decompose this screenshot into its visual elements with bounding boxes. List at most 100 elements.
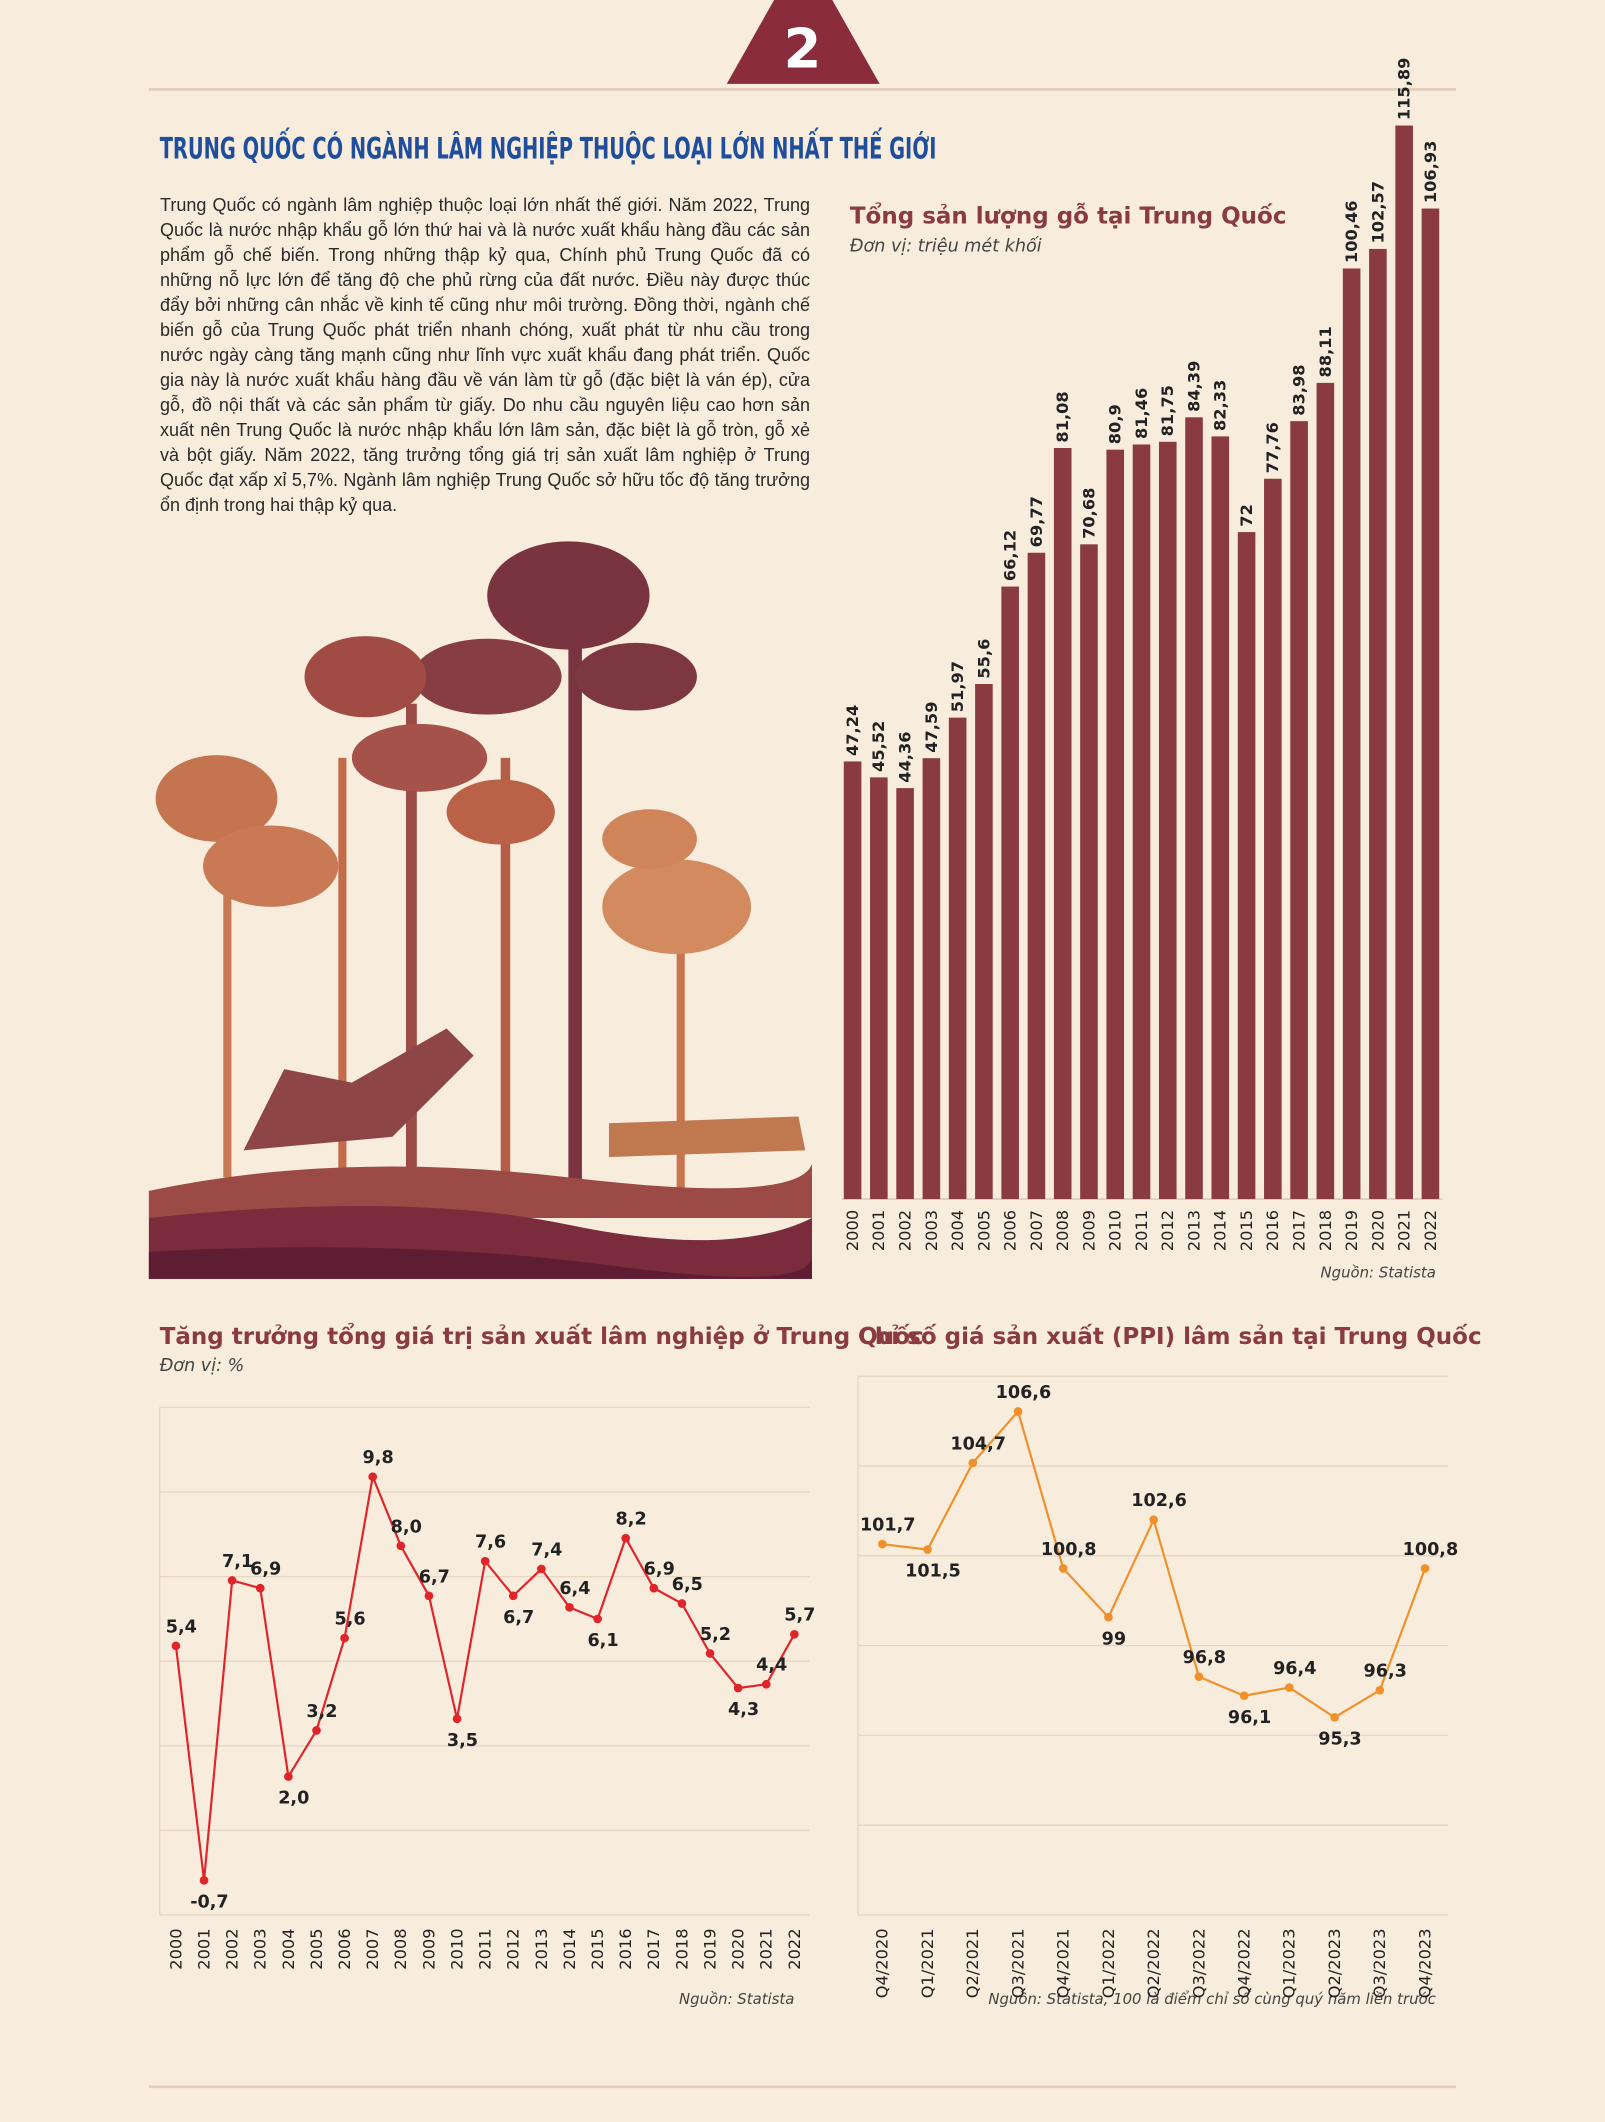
x-tick-label: Q1/2023 (1280, 1928, 1299, 1998)
data-point (255, 1583, 265, 1593)
x-tick-label: 2009 (1079, 1210, 1098, 1251)
x-tick-label: 2008 (391, 1928, 410, 1969)
bar (1080, 544, 1098, 1200)
value-label: 8,2 (616, 1510, 647, 1530)
data-point (649, 1583, 659, 1593)
value-label: 6,7 (503, 1608, 534, 1628)
x-tick-label: 2019 (700, 1928, 719, 1969)
x-tick-label: 2020 (1368, 1210, 1387, 1251)
x-tick-label: 2004 (948, 1210, 967, 1251)
value-label: 7,4 (531, 1540, 562, 1560)
value-label: 5,6 (334, 1610, 365, 1630)
chart-title: Tăng trưởng tổng giá trị sản xuất lâm ng… (160, 1322, 924, 1350)
value-label: 3,5 (447, 1731, 478, 1751)
value-label: 80,9 (1106, 404, 1125, 444)
data-point (1194, 1672, 1204, 1682)
bar (1237, 532, 1256, 1200)
chart-subtitle: Đơn vị: % (160, 1356, 245, 1376)
x-tick-label: 2013 (532, 1928, 551, 1969)
x-tick-label: 2010 (1106, 1210, 1125, 1251)
data-point (705, 1649, 715, 1658)
bar (1053, 447, 1072, 1200)
x-tick-label: 2009 (419, 1928, 438, 1969)
bar (1264, 478, 1282, 1200)
x-tick-label: 2022 (785, 1928, 804, 1969)
x-tick-label: 2000 (166, 1928, 185, 1969)
bar (1027, 552, 1046, 1200)
value-label: 6,7 (419, 1567, 450, 1587)
value-label: 81,75 (1158, 385, 1177, 436)
bar (896, 788, 914, 1200)
value-label: 81,46 (1132, 388, 1151, 439)
data-point (480, 1556, 490, 1566)
x-tick-label: 2019 (1342, 1210, 1361, 1251)
x-tick-label: 2017 (644, 1928, 663, 1969)
intro-paragraph: Trung Quốc có ngành lâm nghiệp thuộc loạ… (160, 195, 810, 515)
value-label: 82,33 (1211, 380, 1230, 431)
data-point (508, 1591, 518, 1601)
x-tick-label: 2004 (279, 1928, 298, 1969)
x-tick-label: 2013 (1184, 1210, 1203, 1251)
data-point (171, 1641, 181, 1651)
value-label: 6,5 (672, 1575, 703, 1595)
data-point (1013, 1407, 1023, 1416)
value-label: 96,4 (1273, 1659, 1316, 1679)
value-label: 3,2 (306, 1702, 337, 1722)
value-label: 99 (1102, 1629, 1126, 1649)
data-point (396, 1541, 406, 1551)
data-point (1285, 1683, 1294, 1692)
x-tick-label: 2022 (1421, 1210, 1440, 1251)
value-label: 81,08 (1053, 391, 1072, 442)
x-tick-label: 2017 (1290, 1210, 1309, 1251)
value-label: 51,97 (948, 661, 967, 712)
bar (1342, 268, 1361, 1200)
value-label: 66,12 (1001, 530, 1020, 581)
value-label: 101,7 (860, 1516, 916, 1536)
data-point (878, 1539, 887, 1549)
x-tick-label: 2008 (1053, 1210, 1072, 1251)
badge (726, 0, 880, 84)
x-tick-label: 2011 (476, 1928, 495, 1969)
x-tick-label: 2001 (194, 1928, 213, 1969)
value-label: 5,2 (700, 1625, 731, 1645)
value-label: 7,6 (475, 1533, 506, 1553)
x-tick-label: 2016 (1263, 1210, 1282, 1251)
data-point (968, 1458, 978, 1468)
value-label: 96,3 (1364, 1662, 1407, 1682)
bar (922, 758, 941, 1200)
chart-title: Tổng sản lượng gỗ tại Trung Quốc (850, 201, 1287, 229)
value-label: 88,11 (1316, 326, 1335, 377)
x-tick-label: 2018 (672, 1928, 691, 1969)
bar (1106, 449, 1125, 1200)
series-line (882, 1409, 1427, 1719)
data-point (452, 1714, 462, 1724)
value-label: 2,0 (278, 1789, 309, 1809)
bar (843, 761, 862, 1200)
bar (1369, 248, 1387, 1200)
value-label: 44,36 (896, 731, 915, 782)
value-label: 4,3 (728, 1700, 759, 1720)
value-label: 9,8 (363, 1448, 394, 1468)
bar (1395, 125, 1413, 1200)
data-point (312, 1726, 321, 1735)
value-label: 77,76 (1263, 422, 1282, 473)
bar (1290, 421, 1308, 1200)
data-point (923, 1545, 932, 1554)
value-label: 101,5 (905, 1562, 961, 1582)
value-label: 106,6 (996, 1383, 1052, 1403)
x-tick-label: Q4/2023 (1415, 1928, 1434, 1998)
value-label: 104,7 (950, 1434, 1006, 1454)
x-tick-label: Q2/2021 (963, 1928, 982, 1998)
data-point (368, 1472, 378, 1481)
chart-title: Chỉ số giá sản xuất (PPI) lâm sản tại Tr… (858, 1323, 1482, 1350)
x-tick-label: 2010 (447, 1928, 466, 1969)
value-label: 95,3 (1318, 1729, 1361, 1749)
x-tick-label: 2003 (922, 1210, 941, 1251)
x-tick-label: Q3/2022 (1189, 1928, 1208, 1998)
x-tick-label: 2021 (1395, 1210, 1414, 1251)
x-tick-label: 2000 (843, 1210, 862, 1251)
x-tick-label: 2021 (757, 1928, 776, 1969)
value-label: 55,6 (974, 639, 993, 679)
value-label: 6,4 (559, 1579, 590, 1599)
value-label: 72 (1237, 504, 1256, 527)
